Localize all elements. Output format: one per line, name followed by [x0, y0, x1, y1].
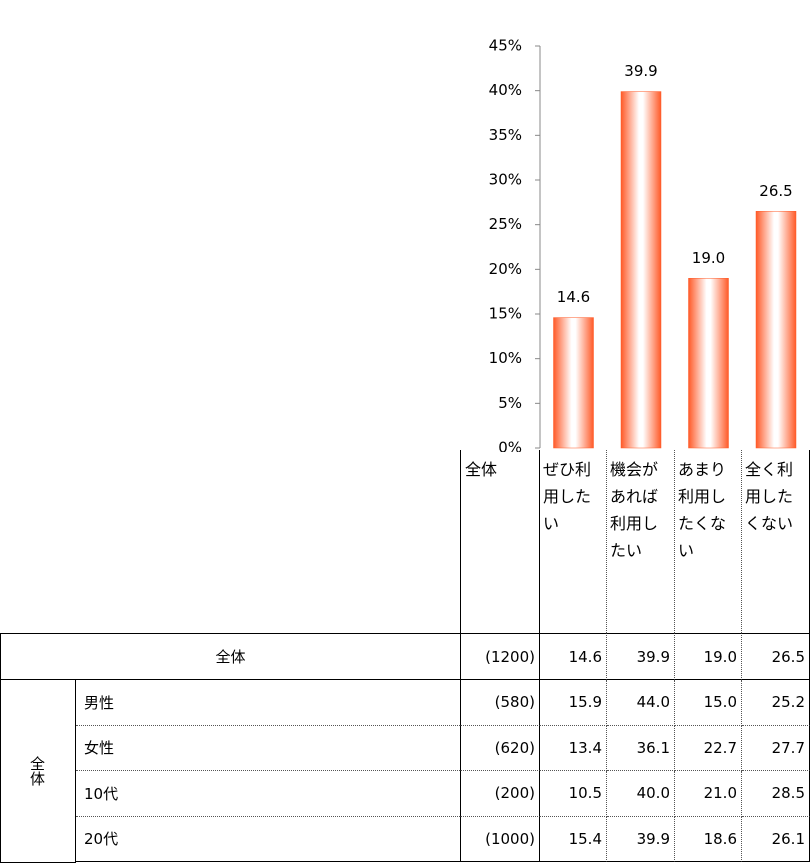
table-cell: ぜひ利用したい	[540, 450, 607, 633]
data-label: 26.5	[759, 182, 792, 200]
table-cell: 19.0	[675, 633, 742, 680]
table-cell: 13.4	[540, 725, 607, 771]
bar	[620, 91, 662, 449]
y-tick-label: 0%	[498, 439, 522, 453]
table-cell: 27.7	[742, 725, 810, 771]
table-cell: 15.0	[675, 680, 742, 726]
data-label: 39.9	[624, 62, 657, 80]
chart: 0% 5% 10% 15% 20% 25% 30% 35% 40% 45% 14.6 39.9 19.0…	[489, 37, 797, 453]
table-cell: 39.9	[607, 816, 675, 862]
table-cell: 10.5	[540, 771, 607, 817]
y-tick-label: 40%	[489, 81, 522, 99]
table-cell: (580)	[460, 680, 540, 726]
y-tick-label: 30%	[489, 171, 522, 189]
y-tick-label: 20%	[489, 260, 522, 278]
table-cell: 機会があれば利用したい	[607, 450, 675, 633]
y-tick-label: 45%	[489, 37, 522, 55]
data-label: 19.0	[692, 249, 725, 267]
table-cell: 25.2	[742, 680, 810, 726]
table-cell: 全く利用したくない	[742, 450, 810, 633]
table-cell: 26.1	[742, 816, 810, 862]
data-label: 14.6	[557, 288, 590, 306]
table-cell: (1000)	[460, 816, 540, 862]
y-tick-label: 35%	[489, 126, 522, 144]
table-cell: 20代	[76, 817, 460, 862]
table-cell: あまり利用したくない	[675, 450, 742, 633]
y-tick-label: 5%	[498, 394, 522, 412]
table-cell: 18.6	[675, 816, 742, 862]
table-cell: 36.1	[607, 725, 675, 771]
table-cell: 15.9	[540, 680, 607, 726]
table-cell: (620)	[460, 725, 540, 771]
bar	[755, 211, 797, 449]
bar	[688, 278, 729, 449]
y-tick-label: 25%	[489, 215, 522, 233]
table-cell: 男性	[76, 680, 460, 726]
table-cell: 22.7	[675, 725, 742, 771]
table-cell: 全体	[0, 633, 460, 680]
table-cell: 28.5	[742, 771, 810, 817]
table-cell: 26.5	[742, 633, 810, 680]
table-cell: 14.6	[540, 633, 607, 680]
table-cell: 全体	[0, 680, 76, 863]
y-tick-label: 10%	[489, 349, 522, 367]
table-cell: 39.9	[607, 633, 675, 680]
table-cell: 全体	[460, 450, 540, 633]
bar	[553, 317, 594, 449]
table-cell: 10代	[76, 771, 460, 817]
table-cell: (200)	[460, 771, 540, 817]
table-cell: 15.4	[540, 816, 607, 862]
table-cell: (1200)	[460, 633, 540, 680]
table-cell: 40.0	[607, 771, 675, 817]
table-cell: 21.0	[675, 771, 742, 817]
y-tick-label: 15%	[489, 305, 522, 323]
table-cell: 女性	[76, 726, 460, 771]
table-cell: 44.0	[607, 680, 675, 726]
